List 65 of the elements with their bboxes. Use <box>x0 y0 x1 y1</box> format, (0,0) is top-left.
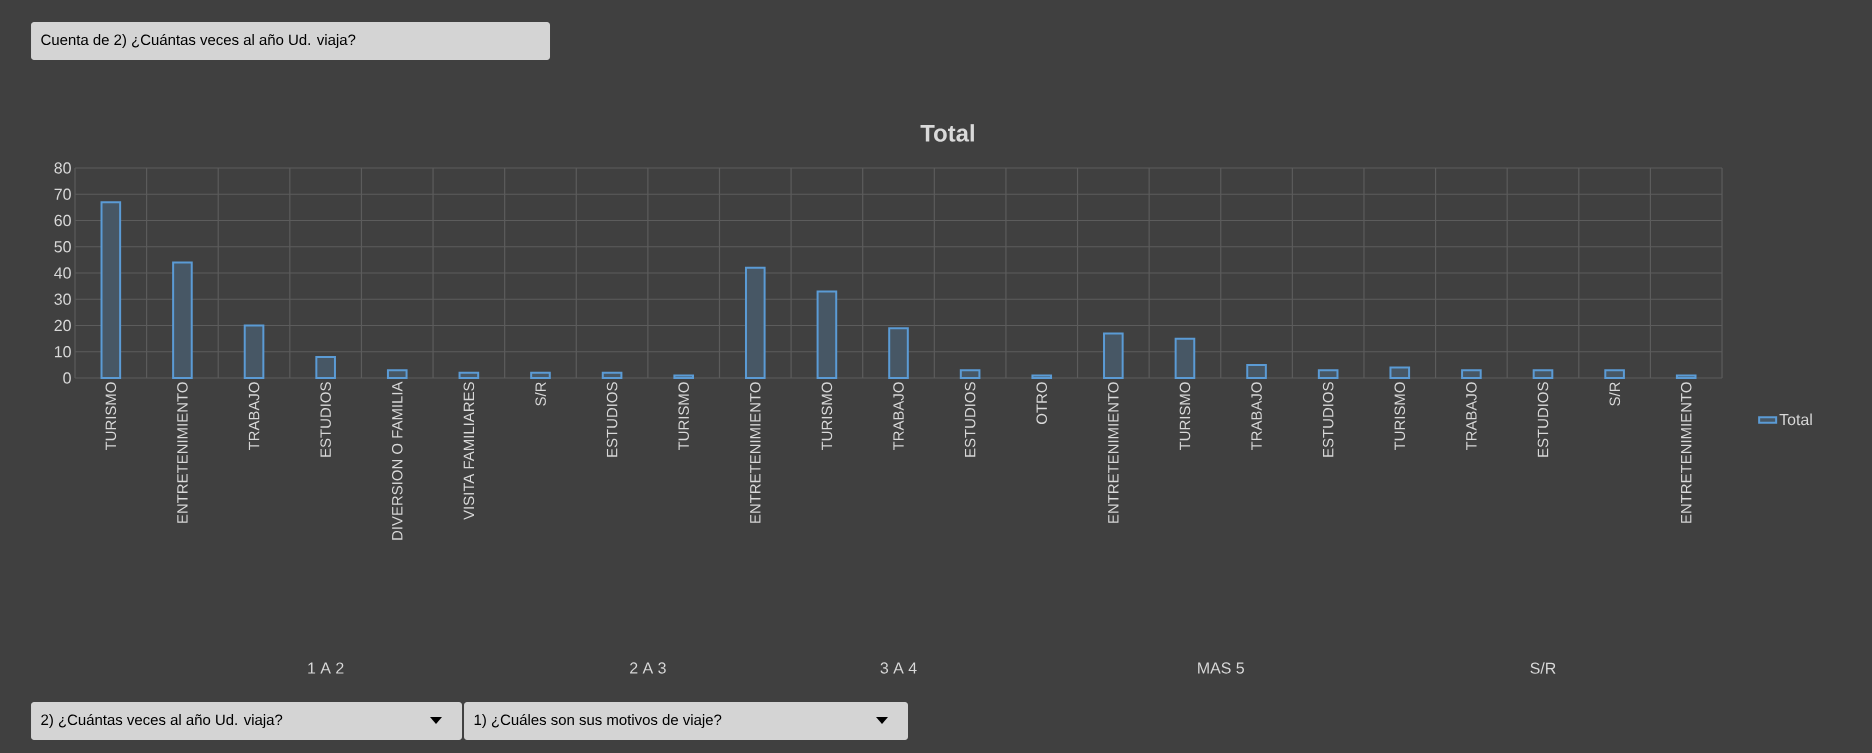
bar <box>744 266 766 379</box>
x-tick-label: ESTUDIOS <box>1537 382 1549 457</box>
x-tick-label: ESTUDIOS <box>1322 382 1334 457</box>
bar <box>1317 369 1339 379</box>
text: 2 A 3 <box>630 662 666 674</box>
y-tick-label: 60 <box>54 214 71 227</box>
x-tick-label: S/R <box>534 382 546 406</box>
text: 1 A 2 <box>308 662 344 674</box>
bar <box>530 371 551 379</box>
bar <box>888 327 909 379</box>
x-tick-label: ENTRETENIMIENTO <box>1108 382 1119 523</box>
bar <box>315 356 336 379</box>
bar <box>1532 369 1554 379</box>
x-tick-label: TURISMO <box>105 382 117 451</box>
chart-title: Total <box>920 124 974 142</box>
y-tick-label: 70 <box>54 188 71 200</box>
x-tick-label: ENTRETENIMIENTO <box>177 382 188 523</box>
text: 1) ¿Cuáles son sus motivos de viaje? <box>474 713 722 729</box>
bar <box>1031 374 1053 379</box>
bar <box>1461 369 1482 379</box>
x-tick-label: TURISMO <box>678 382 689 451</box>
y-tick-label: 80 <box>54 162 71 174</box>
bar <box>1389 366 1411 379</box>
y-tick-label: 30 <box>54 293 71 305</box>
x-tick-label: TURISMO <box>1179 382 1191 451</box>
text: Cuenta de 2) ¿Cuántas veces al año Ud. viaja? <box>41 33 356 49</box>
text: 2) ¿Cuántas veces al año Ud. viaja? <box>41 713 283 729</box>
bar <box>959 369 981 379</box>
legend-label: Total <box>1779 413 1812 426</box>
x-tick-label: ESTUDIOS <box>606 382 618 457</box>
x-tick-label: TRABAJO <box>893 382 904 451</box>
bar <box>1675 374 1697 379</box>
y-tick-label: 10 <box>54 346 71 358</box>
bar <box>1246 363 1267 379</box>
bar <box>673 374 694 379</box>
x-tick-label: TURISMO <box>821 382 833 451</box>
bar <box>816 290 838 379</box>
x-tick-label: TRABAJO <box>248 382 260 451</box>
x-tick-label: ENTRETENIMIENTO <box>1680 382 1692 523</box>
y-tick-label: 20 <box>54 319 71 332</box>
x-tick-label: ESTUDIOS <box>320 382 331 457</box>
text: MAS 5 <box>1198 662 1244 674</box>
bar <box>100 201 122 379</box>
y-tick-label: 40 <box>54 267 71 279</box>
x-tick-label: ESTUDIOS <box>964 382 976 457</box>
bar <box>172 261 193 379</box>
text: 3 A 4 <box>880 662 917 674</box>
bar <box>601 371 623 379</box>
x-tick-label: TURISMO <box>1394 382 1406 451</box>
y-tick-label: 0 <box>63 372 71 384</box>
bar <box>458 371 480 379</box>
bar <box>243 324 265 379</box>
x-tick-label: TRABAJO <box>1251 382 1262 451</box>
x-tick-label: DIVERSION O FAMILIA <box>391 381 403 540</box>
x-tick-label: OTRO <box>1036 382 1048 424</box>
x-tick-label: S/R <box>1609 382 1621 406</box>
bar <box>386 369 408 379</box>
bar <box>1174 337 1196 379</box>
bar <box>1103 332 1124 379</box>
x-tick-label: ENTRETENIMIENTO <box>750 382 761 523</box>
bar <box>1604 369 1625 379</box>
x-tick-label: TRABAJO <box>1466 382 1477 451</box>
x-tick-label: VISITA FAMILIARES <box>463 382 475 520</box>
y-tick-label: 50 <box>54 241 71 253</box>
text: S/R <box>1530 662 1556 674</box>
